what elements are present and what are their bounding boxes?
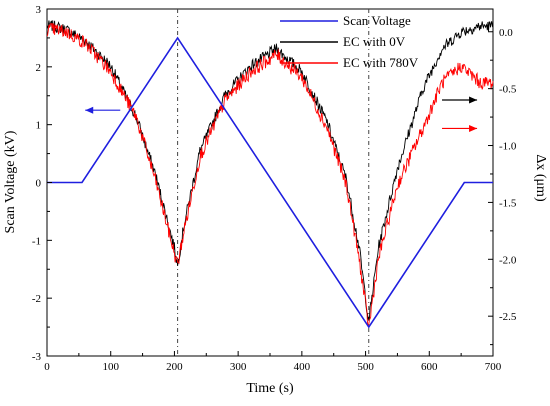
y-left-tick-label: 3	[36, 4, 42, 16]
legend-label-scan-voltage: Scan Voltage	[343, 13, 411, 28]
y-left-axis-ticks: -3 -2 -1 0 1 2 3	[32, 4, 52, 363]
legend-label-ec-780v: EC with 780V	[343, 55, 419, 70]
y-right-tick-label: -2.0	[499, 254, 517, 266]
y-left-tick-label: -2	[32, 293, 41, 305]
black-right-arrow-head	[469, 96, 478, 104]
y-right-tick-label: -1.0	[499, 141, 517, 153]
y-left-tick-label: 1	[36, 120, 42, 132]
y-right-axis-ticks: -2.5 -2.0 -1.5 -1.0 -0.5 0.0	[488, 27, 517, 346]
y-right-axis-title: Δx (μm)	[533, 154, 548, 202]
left-axis-arrow-head	[85, 106, 94, 114]
x-tick-label: 400	[294, 361, 311, 373]
legend-label-ec-0v: EC with 0V	[343, 34, 406, 49]
y-right-tick-label: 0.0	[499, 27, 513, 39]
x-tick-label: 600	[421, 361, 438, 373]
x-tick-label: 100	[102, 361, 119, 373]
y-left-tick-label: -3	[32, 351, 42, 363]
red-right-arrow-head	[469, 124, 478, 132]
x-axis-title: Time (s)	[246, 381, 294, 396]
y-left-tick-label: 2	[36, 62, 42, 74]
legend: Scan Voltage EC with 0V EC with 780V	[280, 13, 419, 70]
y-left-tick-label: -1	[32, 235, 41, 247]
y-right-tick-label: -0.5	[499, 84, 517, 96]
x-tick-label: 200	[166, 361, 183, 373]
series-ec-0v	[46, 20, 494, 320]
x-tick-label: 700	[485, 361, 502, 373]
x-tick-label: 0	[44, 361, 50, 373]
y-right-tick-label: -2.5	[499, 311, 517, 323]
x-axis-ticks: 0 100 200 300 400 500 600 700	[44, 351, 502, 373]
series-scan-voltage	[47, 36, 493, 329]
y-right-tick-label: -1.5	[499, 197, 517, 209]
annotation-layer	[85, 96, 478, 132]
y-left-axis-title: Scan Voltage (kV)	[3, 130, 18, 233]
y-left-tick-label: 0	[36, 178, 42, 190]
vertical-reference-lines	[177, 9, 370, 356]
series-ec-780v	[46, 23, 494, 327]
x-tick-label: 300	[230, 361, 247, 373]
x-tick-label: 500	[357, 361, 374, 373]
series-layer	[46, 20, 494, 329]
